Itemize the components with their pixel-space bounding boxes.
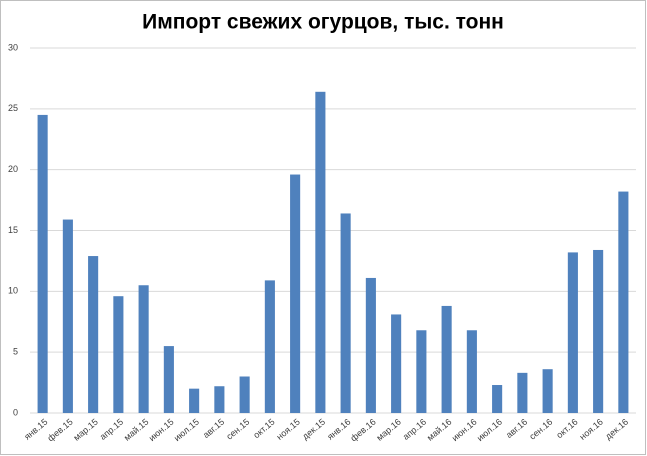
y-tick-label: 30 (8, 42, 18, 52)
bar (466, 330, 477, 413)
bar (37, 114, 48, 414)
bar (517, 372, 528, 413)
chart-title: Импорт свежих огурцов, тыс. тонн (142, 11, 504, 34)
bar (618, 191, 629, 413)
bar (315, 91, 326, 414)
y-tick-label: 15 (8, 225, 18, 235)
bar (264, 280, 275, 413)
y-tick-label: 25 (8, 103, 18, 113)
bar (113, 296, 124, 413)
bar (441, 305, 452, 413)
bar (593, 249, 604, 413)
bar (340, 213, 351, 413)
bar (567, 252, 578, 413)
y-tick-label: 5 (13, 347, 18, 357)
bar (365, 277, 376, 413)
y-tick-label: 20 (8, 164, 18, 174)
bar (88, 256, 99, 413)
bar (290, 174, 301, 413)
bar (492, 385, 503, 413)
bar (189, 388, 200, 413)
bar (391, 314, 402, 413)
y-tick-label: 10 (8, 286, 18, 296)
bar (214, 386, 225, 413)
y-tick-label: 0 (13, 407, 18, 417)
bar (239, 376, 250, 413)
bar (62, 219, 73, 413)
bar (163, 346, 174, 413)
bar (416, 330, 427, 413)
bar (542, 369, 553, 413)
bar (138, 285, 149, 413)
